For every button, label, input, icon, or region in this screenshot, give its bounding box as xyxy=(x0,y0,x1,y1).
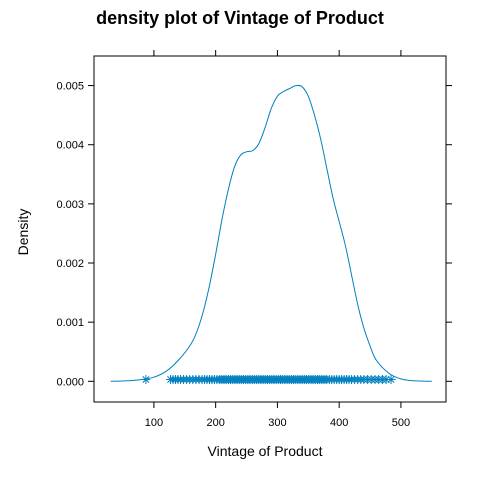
y-tick-label-0: 0.000 xyxy=(56,376,84,388)
y-axis-label: Density xyxy=(15,209,31,256)
x-tick-label-400: 400 xyxy=(330,417,348,429)
y-tick-label-5: 0.005 xyxy=(56,81,84,93)
plot-panel xyxy=(93,55,447,403)
x-tick-label-500: 500 xyxy=(392,417,410,429)
y-tick-label-3: 0.003 xyxy=(56,199,84,211)
x-tick-label-300: 300 xyxy=(268,417,286,429)
x-tick-label-200: 200 xyxy=(206,417,224,429)
chart-title: density plot of Vintage of Product xyxy=(96,8,384,28)
y-tick-label-1: 0.001 xyxy=(56,317,84,329)
y-tick-label-4: 0.004 xyxy=(56,140,84,152)
x-axis: 100 200 300 400 500 xyxy=(145,50,410,429)
rug-point xyxy=(141,375,151,385)
y-axis: 0.000 0.001 0.002 0.003 0.004 0.005 xyxy=(56,81,452,388)
density-curve xyxy=(110,84,432,382)
rug-points xyxy=(141,375,396,385)
y-tick-label-2: 0.002 xyxy=(56,258,84,270)
rug-point xyxy=(386,375,396,385)
x-tick-label-100: 100 xyxy=(145,417,163,429)
x-axis-label: Vintage of Product xyxy=(208,443,323,459)
